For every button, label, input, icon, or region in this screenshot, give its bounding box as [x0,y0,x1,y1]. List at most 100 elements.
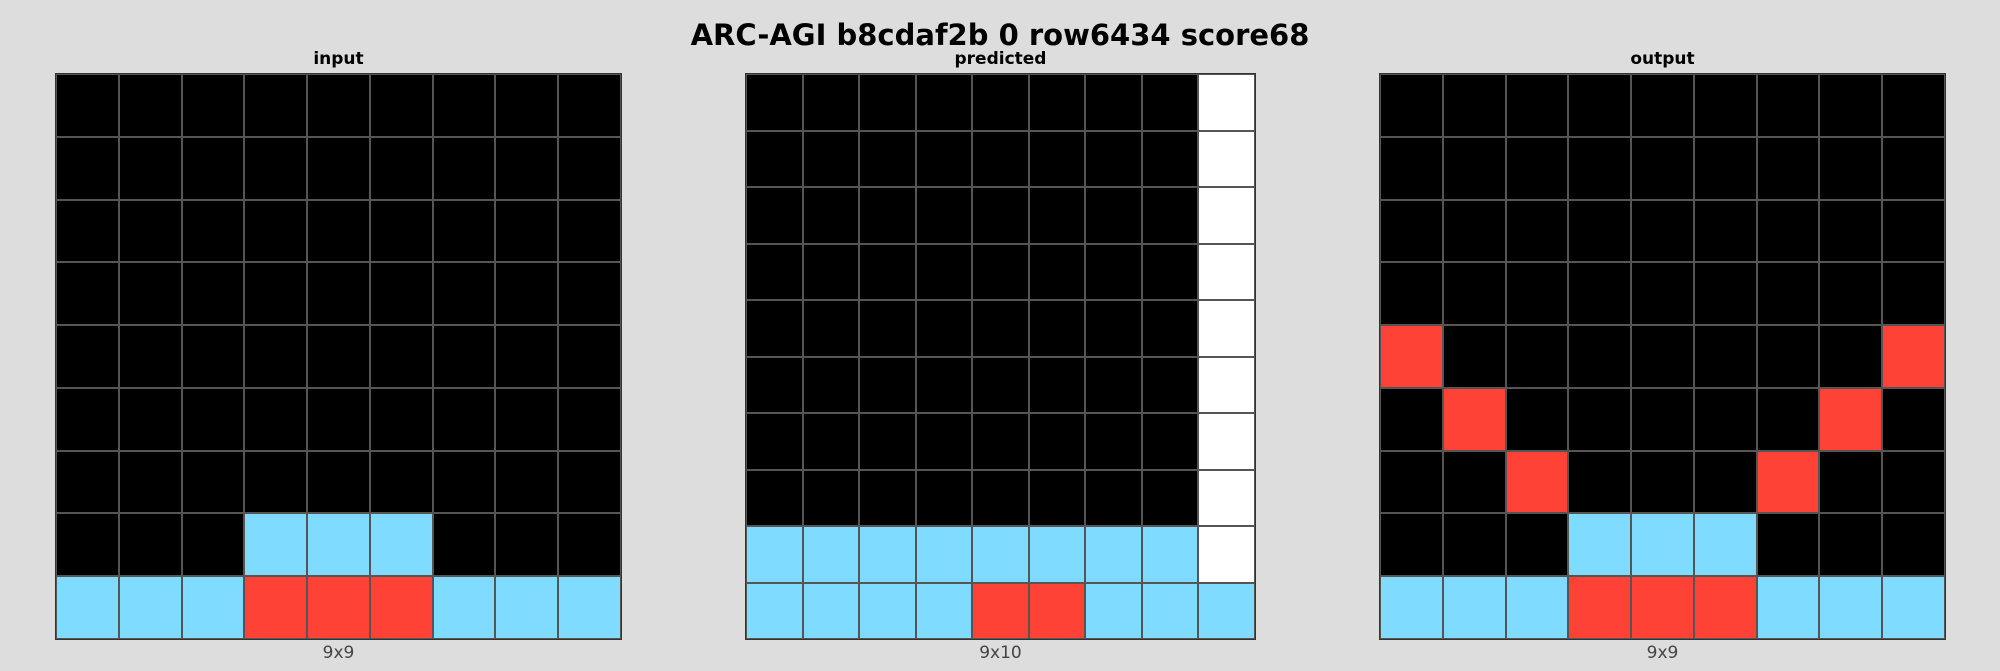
grid-cell [1380,136,1443,200]
grid-cell [1085,74,1142,131]
grid-cell [307,387,370,451]
grid-cell [1631,513,1694,577]
grid-cell [1442,136,1506,200]
grid-cell [1028,469,1086,526]
grid-cell [118,513,182,577]
grid-cell [56,576,119,639]
grid-cell [307,199,370,263]
grid-cell [307,576,370,639]
grid-cell [558,199,621,263]
grid-cell [432,262,496,326]
grid-cell [1380,576,1443,639]
grid-cell [1505,576,1569,639]
grid-cell [746,526,803,583]
grid-cell [746,582,803,639]
grid-cell [369,450,433,514]
grid-cell [1568,74,1632,137]
grid-cell [746,300,803,357]
grid-cell [432,74,496,137]
grid-cell [802,243,860,300]
grid-cell [307,325,370,388]
grid-cell [558,513,621,577]
grid-cell [1198,300,1255,357]
grid-cell [1819,199,1883,263]
grid-cell [307,262,370,326]
grid-cell [1505,74,1569,137]
grid-cell [1442,74,1506,137]
grid-cell [1028,74,1086,131]
grid-cell [1085,356,1142,413]
grid-cell [1380,450,1443,514]
grid-cell [1380,325,1443,388]
grid-cell [432,513,496,577]
grid-cell [118,387,182,451]
grid-cell [1198,130,1255,187]
grid-cell [1380,262,1443,326]
grid-cell [1442,450,1506,514]
panel-title-predicted: predicted [954,49,1047,69]
grid-cell [859,187,916,244]
grid-cell [746,187,803,244]
grid-cell [56,136,119,200]
grid-cell [972,300,1029,357]
grid-cell [1756,325,1820,388]
grid-cell [369,136,433,200]
grid-cell [1505,387,1569,451]
grid-cell [1631,576,1694,639]
grid-cell [972,187,1029,244]
grid-cell [1568,576,1632,639]
grid-cell [118,325,182,388]
grid-cell [56,325,119,388]
grid-cell [369,262,433,326]
grid-cell [369,513,433,577]
grid-predicted [745,73,1256,640]
grid-cell [56,513,119,577]
grid-cell [495,136,559,200]
grid-cell [244,262,308,326]
grid-cell [1028,300,1086,357]
grid-cell [1141,526,1199,583]
grid-cell [1085,300,1142,357]
grid-cell [915,300,973,357]
grid-cell [1882,136,1945,200]
grid-cell [495,199,559,263]
grid-cell [1693,262,1757,326]
grid-cell [1756,513,1820,577]
grid-cell [802,526,860,583]
grid-cell [1505,136,1569,200]
grid-cell [1442,576,1506,639]
grid-cell [1882,450,1945,514]
figure-title: ARC-AGI b8cdaf2b 0 row6434 score68 [690,18,1310,52]
grid-cell [1085,469,1142,526]
grid-cell [746,243,803,300]
grid-cell [1631,74,1694,137]
grid-cell [1882,262,1945,326]
grid-cell [859,356,916,413]
grid-cell [1505,262,1569,326]
grid-cell [1568,136,1632,200]
grid-cell [1442,262,1506,326]
grid-cell [1819,387,1883,451]
grid-cell [495,74,559,137]
grid-cell [1819,136,1883,200]
grid-cell [1819,325,1883,388]
grid-cell [181,136,245,200]
grid-cell [802,469,860,526]
grid-cell [181,450,245,514]
grid-cell [1505,513,1569,577]
grid-cell [244,576,308,639]
grid-cell [181,325,245,388]
grid-cell [1819,262,1883,326]
grid-cell [118,74,182,137]
grid-cell [369,325,433,388]
grid-cell [495,576,559,639]
grid-cell [181,513,245,577]
grid-cell [558,576,621,639]
grid-cell [746,130,803,187]
grid-cell [181,262,245,326]
grid-cell [56,262,119,326]
grid-cell [181,387,245,451]
grid-cell [1028,130,1086,187]
grid-cell [1198,187,1255,244]
grid-cell [1756,199,1820,263]
